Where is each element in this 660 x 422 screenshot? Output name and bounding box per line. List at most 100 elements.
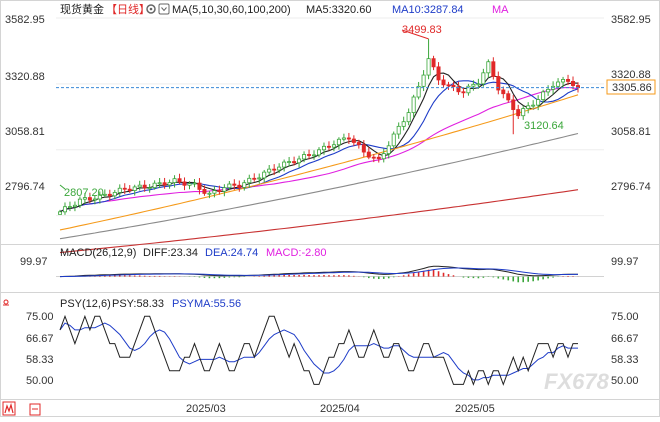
candle-body bbox=[77, 198, 82, 206]
candle-body bbox=[441, 79, 446, 86]
psyma-value: PSYMA:55.56 bbox=[172, 298, 241, 310]
candle-body bbox=[396, 125, 401, 135]
candle-body bbox=[561, 79, 566, 83]
candle-body bbox=[401, 121, 406, 127]
candle-body bbox=[546, 88, 551, 93]
candle-body bbox=[142, 184, 147, 189]
macd-dea-line bbox=[59, 267, 578, 278]
candle-body bbox=[287, 161, 292, 163]
info-dropdown-icon[interactable] bbox=[158, 3, 170, 15]
candle-body bbox=[87, 197, 92, 201]
candle-body bbox=[192, 182, 197, 185]
candle-body bbox=[556, 81, 561, 87]
price-axis-right: 3582.95 3320.88 3058.81 2796.74 bbox=[611, 14, 651, 193]
high-annotation: 3499.83 bbox=[402, 24, 442, 36]
candle-body bbox=[162, 182, 167, 186]
psy-axis-left: 75.00 66.67 58.33 50.00 bbox=[26, 311, 54, 387]
candle-body bbox=[297, 158, 302, 164]
candle-body bbox=[446, 84, 451, 87]
candle-body bbox=[501, 89, 506, 95]
x-tick-label: 2025/04 bbox=[320, 403, 360, 415]
candle-body bbox=[331, 144, 336, 148]
candle-body bbox=[292, 161, 297, 164]
candle-body bbox=[451, 84, 456, 88]
candle-body bbox=[426, 58, 431, 76]
psy-params: PSY(12,6) bbox=[60, 298, 111, 310]
low-annotation: 3120.64 bbox=[524, 120, 564, 132]
candlestick-layer bbox=[58, 29, 581, 215]
price-tick-right: 3582.95 bbox=[611, 14, 651, 26]
macd-params: MACD(26,12,9) bbox=[60, 247, 136, 259]
candle-body bbox=[227, 183, 232, 189]
candle-body bbox=[391, 133, 396, 147]
psy-tick-right: 66.67 bbox=[611, 333, 639, 345]
candle-body bbox=[187, 183, 192, 186]
candle-body bbox=[247, 177, 252, 184]
candle-body bbox=[97, 194, 102, 200]
candle-body bbox=[461, 91, 466, 94]
macd-tick-left: 99.97 bbox=[20, 256, 48, 268]
ma60-line bbox=[59, 94, 579, 231]
psy-tick-left: 75.00 bbox=[26, 311, 54, 323]
candle-body bbox=[182, 181, 187, 186]
candle-body bbox=[346, 137, 351, 140]
candle-body bbox=[157, 182, 162, 185]
candle-body bbox=[321, 145, 326, 151]
ma100-line bbox=[59, 132, 579, 240]
candle-body bbox=[147, 187, 152, 189]
candle-body bbox=[521, 108, 526, 117]
candle-body bbox=[566, 79, 571, 82]
candle-body bbox=[167, 182, 172, 186]
psy-tick-right: 75.00 bbox=[611, 311, 639, 323]
candle-body bbox=[242, 182, 247, 188]
candle-body bbox=[282, 161, 287, 168]
psy-tick-left: 50.00 bbox=[26, 375, 54, 387]
psy-tick-left: 58.33 bbox=[26, 354, 54, 366]
price-tick-right: 3320.88 bbox=[611, 69, 651, 81]
current-price-badge: 3305.86 bbox=[606, 79, 656, 95]
candle-body bbox=[107, 193, 112, 197]
candle-body bbox=[411, 96, 416, 114]
period-label[interactable]: 【日线】 bbox=[106, 2, 150, 16]
candle-body bbox=[326, 145, 331, 148]
candle-body bbox=[232, 183, 237, 186]
watermark: FX678 bbox=[544, 369, 610, 394]
psy-layer bbox=[59, 314, 578, 386]
app-logo bbox=[2, 401, 16, 416]
candle-body bbox=[67, 206, 72, 209]
candle-body bbox=[571, 80, 576, 86]
price-axis-left: 3582.95 3320.88 3058.81 2796.74 bbox=[5, 14, 45, 193]
candle-body bbox=[381, 153, 386, 160]
candle-body bbox=[222, 187, 227, 192]
candle-body bbox=[202, 189, 207, 194]
candle-body bbox=[511, 99, 516, 110]
candle-body bbox=[456, 86, 461, 93]
candle-body bbox=[526, 105, 531, 109]
candle-body bbox=[127, 188, 132, 191]
macd-dea: DEA:24.74 bbox=[205, 247, 258, 259]
settings-gear-icon[interactable] bbox=[146, 4, 156, 14]
macd-diff: DIFF:23.34 bbox=[143, 247, 198, 259]
brand-mark-icon bbox=[29, 403, 41, 416]
candle-body bbox=[406, 112, 411, 123]
psyma-line bbox=[59, 322, 578, 381]
candle-body bbox=[336, 138, 341, 146]
candle-body bbox=[476, 83, 481, 86]
candle-body bbox=[62, 206, 67, 213]
candle-body bbox=[92, 198, 97, 201]
price-tick-left: 3058.81 bbox=[5, 126, 45, 138]
candle-body bbox=[506, 93, 511, 101]
psy-line bbox=[59, 314, 578, 386]
ma200-line bbox=[59, 189, 579, 254]
candle-body bbox=[152, 182, 157, 188]
low-left-annotation: 2807.20 bbox=[64, 187, 104, 199]
price-header: 现货黄金 【日线】 MA(5,10,30,60,100,200) MA5:332… bbox=[60, 2, 509, 16]
candle-body bbox=[471, 83, 476, 87]
psy-settings-icon[interactable] bbox=[3, 299, 9, 306]
candle-body bbox=[416, 85, 421, 98]
candle-body bbox=[272, 168, 277, 171]
candle-body bbox=[112, 192, 117, 197]
ma30-line bbox=[59, 86, 579, 213]
